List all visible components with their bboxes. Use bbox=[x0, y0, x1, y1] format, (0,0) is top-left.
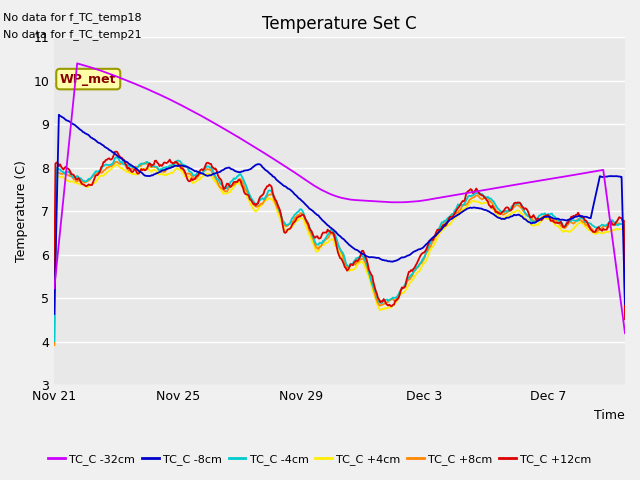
Legend: TC_C -32cm, TC_C -8cm, TC_C -4cm, TC_C +4cm, TC_C +8cm, TC_C +12cm: TC_C -32cm, TC_C -8cm, TC_C -4cm, TC_C +… bbox=[44, 450, 596, 469]
Y-axis label: Temperature (C): Temperature (C) bbox=[15, 160, 28, 262]
Title: Temperature Set C: Temperature Set C bbox=[262, 15, 417, 33]
Text: No data for f_TC_temp21: No data for f_TC_temp21 bbox=[3, 29, 142, 40]
Text: WP_met: WP_met bbox=[60, 72, 116, 85]
Text: No data for f_TC_temp18: No data for f_TC_temp18 bbox=[3, 12, 142, 23]
X-axis label: Time: Time bbox=[595, 409, 625, 422]
